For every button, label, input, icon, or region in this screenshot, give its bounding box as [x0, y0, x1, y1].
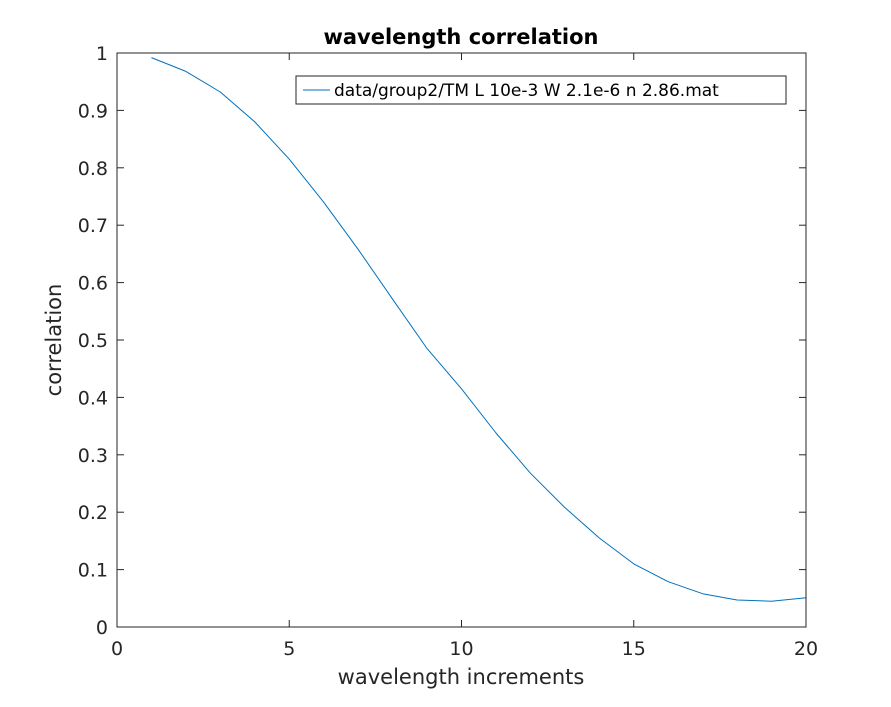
chart-title: wavelength correlation — [323, 25, 598, 49]
x-tick-label: 20 — [794, 638, 818, 660]
y-tick-label: 1 — [96, 43, 108, 65]
y-axis-label: correlation — [42, 284, 66, 397]
y-tick-label: 0.9 — [78, 100, 108, 122]
y-tick-label: 0.6 — [78, 273, 108, 295]
y-tick-label: 0.5 — [78, 330, 108, 352]
y-tick-label: 0.4 — [78, 387, 108, 409]
y-tick-label: 0.7 — [78, 215, 108, 237]
x-tick-label: 10 — [449, 638, 473, 660]
plot-area-background — [117, 53, 806, 627]
legend: data/group2/TM L 10e-3 W 2.1e-6 n 2.86.m… — [295, 75, 787, 105]
y-tick-label: 0.8 — [78, 158, 108, 180]
x-tick-label: 15 — [622, 638, 646, 660]
x-tick-label: 5 — [283, 638, 295, 660]
legend-entry-label: data/group2/TM L 10e-3 W 2.1e-6 n 2.86.m… — [334, 81, 719, 101]
y-tick-label: 0 — [96, 617, 108, 639]
y-tick-label: 0.2 — [78, 502, 108, 524]
y-tick-label: 0.1 — [78, 560, 108, 582]
plot-area-box — [116, 52, 807, 628]
y-tick-label: 0.3 — [78, 445, 108, 467]
x-tick-label: 0 — [111, 638, 123, 660]
legend-box — [295, 75, 787, 105]
tick-labels: 0 5 10 15 20 0 0.1 0.2 0.3 0.4 0.5 0.6 0.7 0.8 0.9 1 — [78, 43, 818, 660]
series-line — [151, 57, 807, 602]
x-axis-label: wavelength increments — [338, 665, 585, 689]
series-layer — [151, 57, 807, 602]
